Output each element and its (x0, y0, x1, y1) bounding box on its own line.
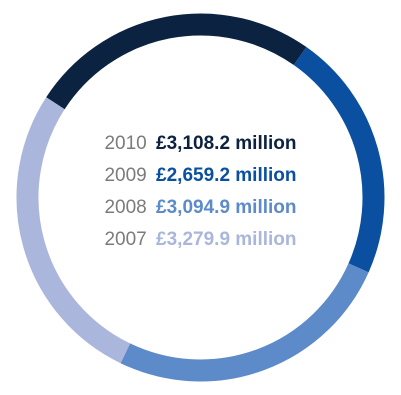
legend-value-2008: £3,094.9 million (156, 197, 297, 218)
legend-row-2007: 2007 £3,279.9 million (0, 224, 401, 256)
legend-row-2008: 2008 £3,094.9 million (0, 192, 401, 224)
ring-segment-2010 (46, 13, 307, 110)
legend-value-2007: £3,279.9 million (156, 229, 297, 250)
legend: 2010 £3,108.2 million 2009 £2,659.2 mill… (0, 128, 401, 256)
legend-row-2010: 2010 £3,108.2 million (0, 128, 401, 160)
ring-segment-2007 (16, 97, 131, 364)
ring-segment-2008 (120, 263, 369, 382)
legend-year-2010: 2010 (104, 133, 147, 154)
legend-year-2009: 2009 (104, 165, 147, 186)
legend-year-2007: 2007 (104, 229, 147, 250)
legend-value-2009: £2,659.2 million (156, 165, 297, 186)
legend-value-2010: £3,108.2 million (156, 133, 297, 154)
legend-year-2008: 2008 (104, 197, 147, 218)
legend-row-2009: 2009 £2,659.2 million (0, 160, 401, 192)
ring-segment-2009 (293, 47, 385, 273)
